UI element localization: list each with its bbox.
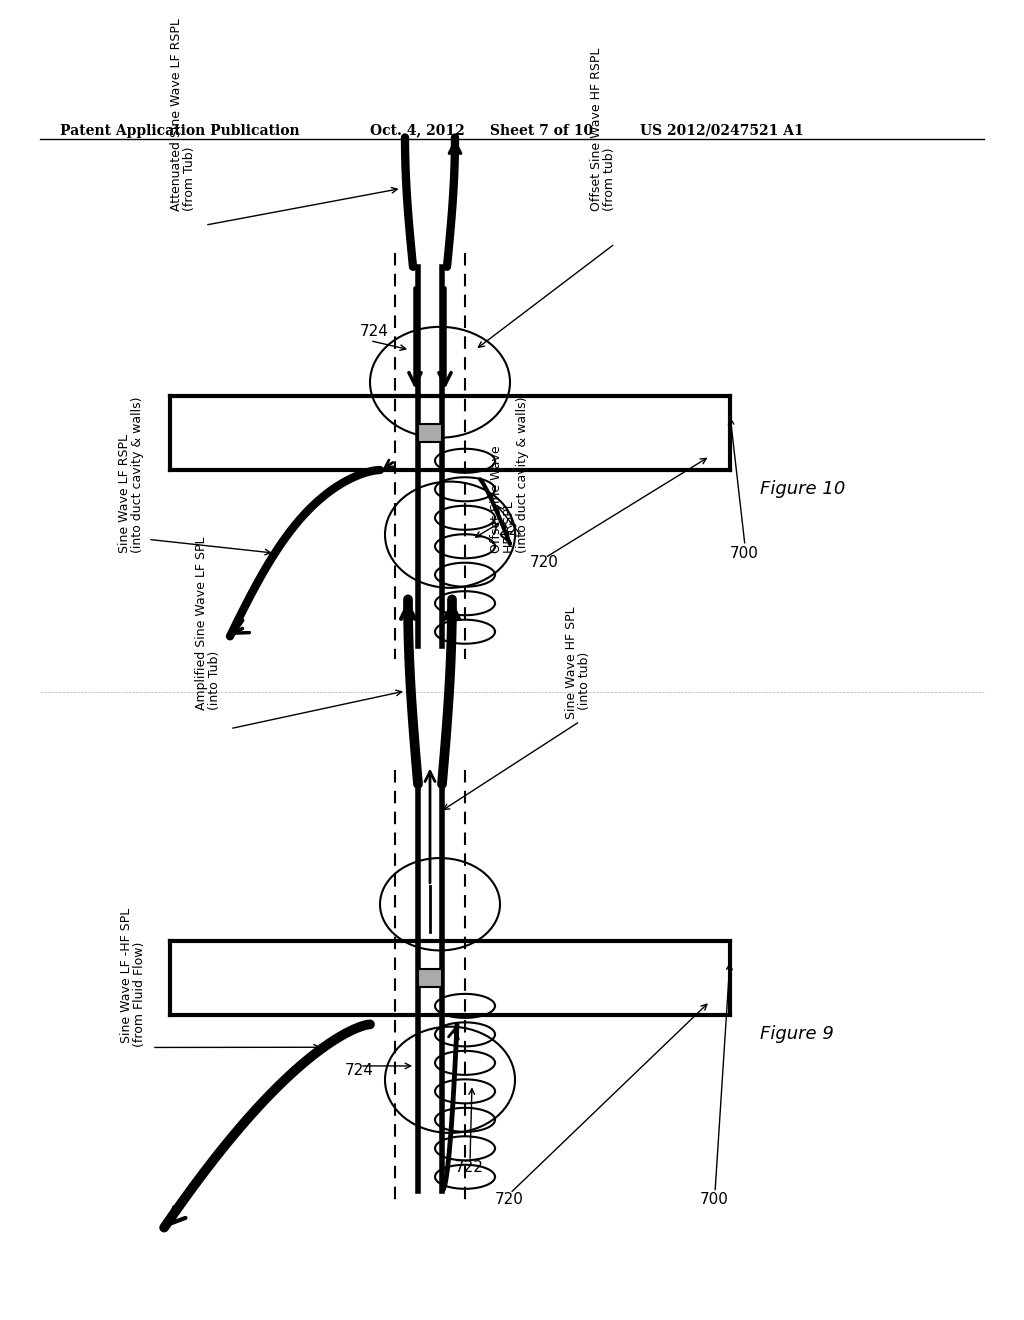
Text: 722: 722 — [455, 1160, 484, 1175]
Text: 700: 700 — [700, 1192, 729, 1208]
Text: (from Fluid Flow): (from Fluid Flow) — [133, 942, 146, 1048]
Text: 700: 700 — [730, 545, 759, 561]
Text: (into duct cavity & walls): (into duct cavity & walls) — [131, 397, 144, 553]
Text: 720: 720 — [495, 1192, 524, 1208]
Text: (from Tub): (from Tub) — [183, 147, 196, 211]
Text: Oct. 4, 2012: Oct. 4, 2012 — [370, 124, 465, 137]
Text: (into Tub): (into Tub) — [208, 651, 221, 710]
Text: (from tub): (from tub) — [603, 148, 616, 211]
Text: (into tub): (into tub) — [578, 652, 591, 710]
Text: Sine Wave HF SPL: Sine Wave HF SPL — [565, 607, 578, 719]
Text: Sine Wave LF -HF SPL: Sine Wave LF -HF SPL — [120, 908, 133, 1043]
Text: Sine Wave LF RSPL: Sine Wave LF RSPL — [118, 434, 131, 553]
Text: Offset Sine Wave: Offset Sine Wave — [490, 446, 503, 553]
Text: Figure 9: Figure 9 — [760, 1024, 834, 1043]
Text: Patent Application Publication: Patent Application Publication — [60, 124, 300, 137]
Text: Amplified Sine Wave LF SPL: Amplified Sine Wave LF SPL — [195, 537, 208, 710]
Text: Figure 10: Figure 10 — [760, 479, 846, 498]
Text: 724: 724 — [345, 1063, 374, 1078]
Text: 724: 724 — [360, 323, 389, 339]
Text: US 2012/0247521 A1: US 2012/0247521 A1 — [640, 124, 804, 137]
Text: 720: 720 — [530, 554, 559, 570]
Text: 722: 722 — [490, 523, 519, 537]
Text: (into duct cavity & walls): (into duct cavity & walls) — [516, 397, 529, 553]
Text: Attenuated Sine Wave LF RSPL: Attenuated Sine Wave LF RSPL — [170, 18, 183, 211]
Text: Sheet 7 of 10: Sheet 7 of 10 — [490, 124, 593, 137]
Text: HF RSPL: HF RSPL — [503, 502, 516, 553]
Text: Offset Sine Wave HF RSPL: Offset Sine Wave HF RSPL — [590, 48, 603, 211]
Bar — [418, 424, 442, 442]
Bar — [418, 969, 442, 987]
